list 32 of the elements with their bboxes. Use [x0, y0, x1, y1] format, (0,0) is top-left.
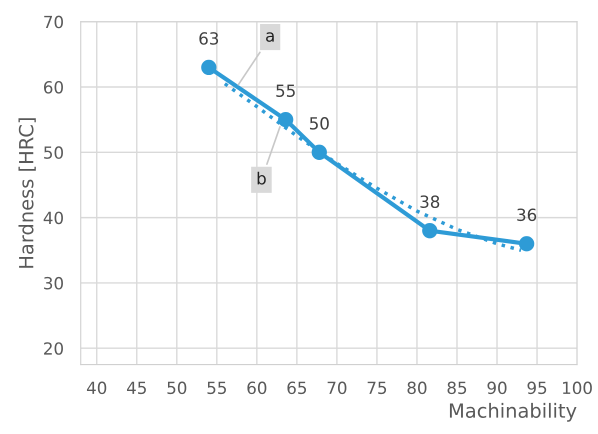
x-axis-title: Machinability [450, 402, 576, 422]
x-tick-label: 40 [86, 382, 106, 394]
x-tick-label: 70 [328, 382, 346, 394]
x-tick-label: 75 [368, 382, 386, 394]
x-tick-label: 85 [448, 382, 466, 394]
annotation: a [266, 32, 274, 42]
point [201, 60, 216, 76]
y-tick-label: 20 [44, 342, 63, 355]
x-tick-label: 90 [487, 382, 507, 394]
point [422, 223, 438, 238]
y-axis-title: Hardness [HRC] [18, 118, 36, 268]
y-tick-label: 70 [44, 16, 63, 28]
annotation: b [258, 172, 266, 185]
y-tick-label: 40 [44, 212, 63, 224]
x-tick-label: 80 [407, 382, 426, 394]
x-tick-label: 65 [287, 382, 306, 394]
y-tick-label: 50 [44, 146, 63, 159]
x-tick-label: 55 [208, 382, 226, 394]
x-tick-label: 45 [126, 382, 146, 394]
data-label: 50 [310, 117, 329, 130]
x-tick-label: 60 [247, 382, 266, 394]
data-label: 38 [420, 195, 440, 208]
x-tick-label: 100 [562, 382, 592, 394]
data-label: 55 [276, 84, 295, 97]
data-label: 63 [199, 32, 218, 45]
x-tick-label: 95 [527, 382, 546, 394]
y-tick-label: 60 [44, 80, 63, 94]
y-tick-label: 30 [44, 276, 63, 290]
data-label: 36 [517, 208, 536, 222]
point [518, 236, 534, 252]
point [278, 112, 294, 128]
x-tick-label: 50 [167, 382, 186, 394]
